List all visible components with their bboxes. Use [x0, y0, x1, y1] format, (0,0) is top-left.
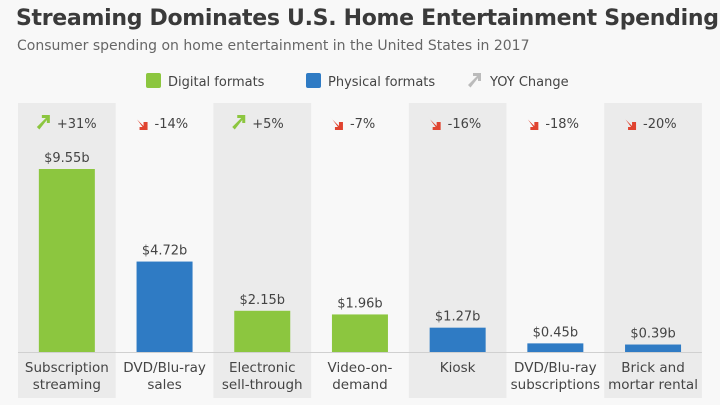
bar-2: [234, 310, 291, 352]
value-label-3: $1.96b: [337, 296, 382, 311]
column-band-6: [604, 103, 702, 398]
bar-5: [527, 343, 584, 352]
category-label-3: demand: [332, 377, 387, 393]
value-label-1: $4.72b: [142, 244, 187, 259]
category-label-6: mortar rental: [608, 377, 698, 393]
legend-label-2: YOY Change: [489, 75, 569, 90]
bar-1: [136, 261, 193, 352]
category-label-6: Brick and: [621, 360, 685, 376]
category-label-5: DVD/Blu-ray: [514, 360, 597, 376]
yoy-label-2: +5%: [252, 117, 284, 132]
bar-4: [429, 327, 486, 352]
yoy-label-1: -14%: [155, 117, 189, 132]
down-arrow-icon: [134, 117, 148, 130]
legend-swatch-0: [146, 73, 161, 88]
category-label-3: Video-on-: [328, 360, 393, 376]
column-band-4: [408, 103, 507, 398]
legend-yoy-arrow-icon: [468, 73, 481, 88]
value-label-4: $1.27b: [435, 310, 480, 325]
down-arrow-icon: [525, 117, 539, 130]
category-label-0: Subscription: [25, 360, 109, 376]
value-label-6: $0.39b: [630, 327, 675, 342]
column-band-2: [213, 103, 312, 398]
bar-0: [38, 169, 95, 352]
down-arrow-icon: [427, 117, 441, 130]
chart-subtitle: Consumer spending on home entertainment …: [17, 38, 530, 54]
value-label-5: $0.45b: [533, 325, 578, 340]
chart-title: Streaming Dominates U.S. Home Entertainm…: [16, 6, 719, 31]
yoy-label-3: -7%: [350, 117, 375, 132]
bar-6: [625, 344, 682, 352]
bar-3: [331, 314, 388, 352]
legend-swatch-1: [306, 73, 321, 88]
value-label-2: $2.15b: [240, 293, 285, 308]
yoy-label-5: -18%: [545, 117, 579, 132]
category-label-2: Electronic: [229, 360, 296, 376]
category-label-1: sales: [147, 377, 181, 393]
category-label-4: Kiosk: [440, 360, 476, 376]
yoy-label-4: -16%: [448, 117, 482, 132]
category-label-5: subscriptions: [511, 377, 600, 393]
category-label-1: DVD/Blu-ray: [123, 360, 206, 376]
category-label-0: streaming: [33, 377, 101, 393]
value-label-0: $9.55b: [44, 151, 89, 166]
legend-label-0: Digital formats: [168, 75, 265, 90]
up-arrow-icon: [36, 115, 50, 130]
yoy-label-6: -20%: [643, 117, 677, 132]
down-arrow-icon: [329, 117, 343, 130]
yoy-label-0: +31%: [57, 117, 97, 132]
legend-label-1: Physical formats: [328, 75, 435, 90]
category-label-2: sell-through: [222, 377, 303, 393]
down-arrow-icon: [623, 117, 637, 130]
up-arrow-icon: [232, 115, 246, 130]
